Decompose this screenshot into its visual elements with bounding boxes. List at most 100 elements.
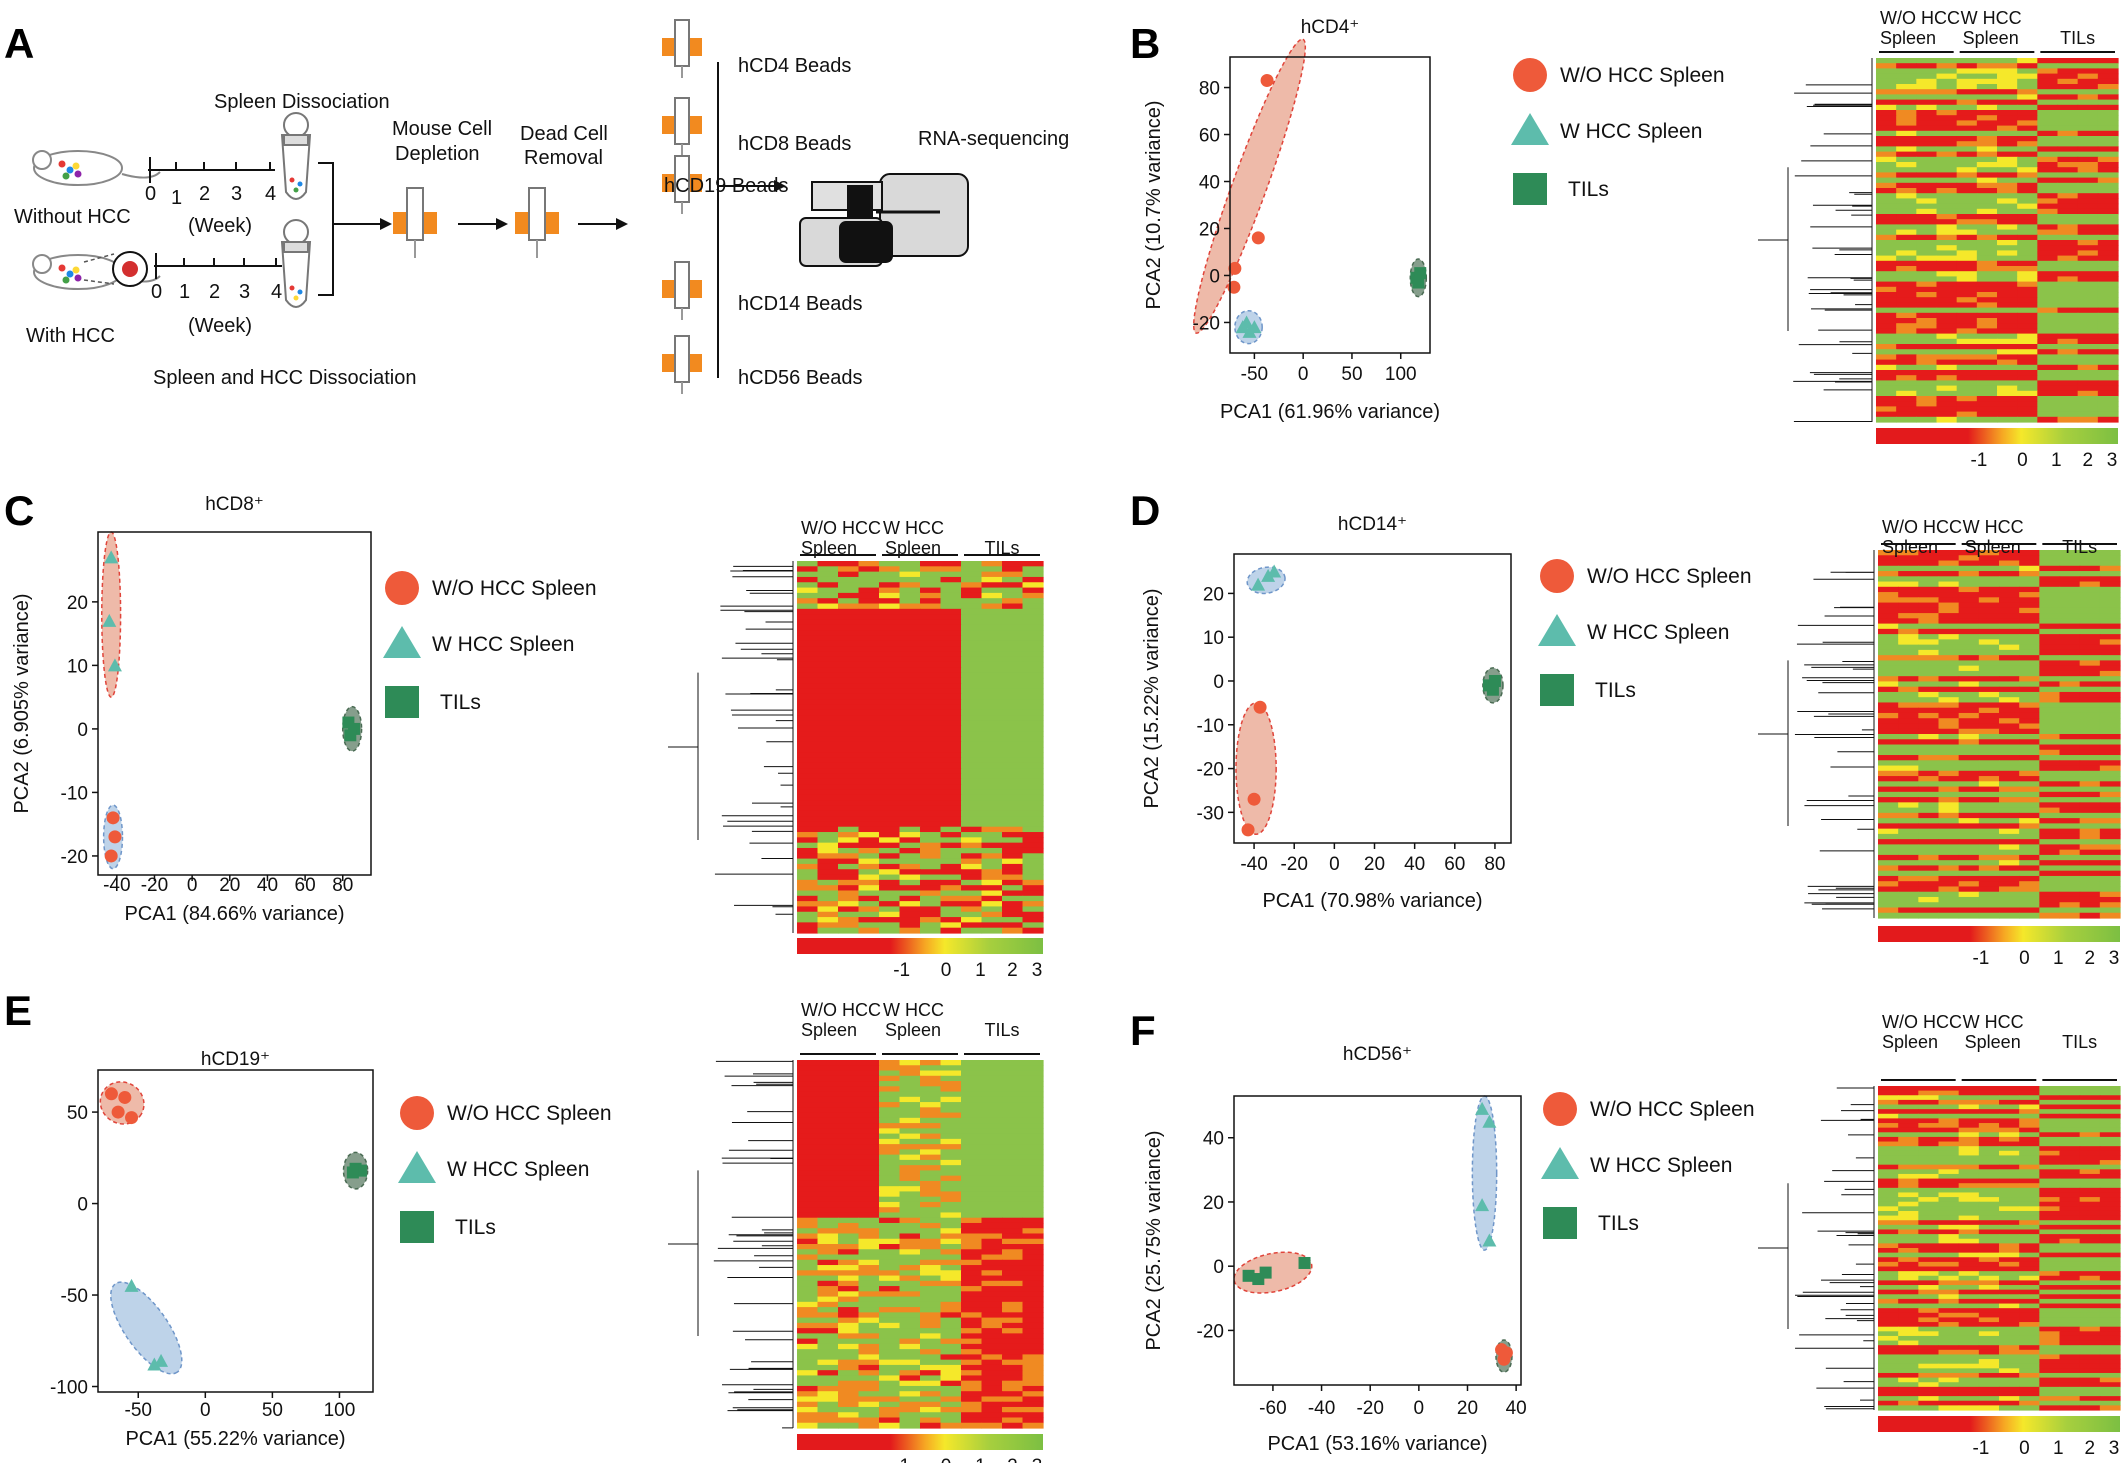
legend-square-icon xyxy=(385,686,419,718)
x-tick-label: -40 xyxy=(1240,854,1267,875)
pca-plot-b: -50 0 50 100 -20 0 20 40 60 80 hCD4⁺ PCA1 (61.96% v… xyxy=(1143,17,1440,423)
y-axis-label: PCA2 (6.905% variance) xyxy=(11,593,33,813)
plot-title: hCD19⁺ xyxy=(201,1049,270,1070)
legend: W/O HCC Spleen W HCC Spleen TILs xyxy=(1511,58,1725,205)
group-label: TILs xyxy=(2060,28,2095,48)
data-point xyxy=(1482,1233,1497,1247)
workflow-diagram: Without HCC With HCC 0 1 2 3 4 (Week) xyxy=(14,19,1069,394)
tick-label: 1 xyxy=(171,187,182,209)
pca-plot-d: -40 -20 0 20 40 60 80 -30 -20 -10 0 10 20 hCD14⁺ PCA1 … xyxy=(1141,514,1512,912)
scale-tick-label: 3 xyxy=(1032,1456,1043,1463)
x-tick-label: 40 xyxy=(1506,1398,1527,1419)
pca-plot-f: -60 -40 -20 0 20 40 -20 0 20 40 hCD56⁺ PCA1 (53.16%… xyxy=(1143,1044,1527,1455)
data-point xyxy=(1247,792,1261,806)
y-tick-label: -10 xyxy=(61,783,88,804)
group-label: W/O HCC xyxy=(801,518,881,538)
panel-letter-a: A xyxy=(4,20,34,67)
data-point xyxy=(111,1105,125,1119)
legend-square-icon xyxy=(1513,173,1547,205)
data-point xyxy=(102,613,117,627)
x-axis-label: PCA1 (55.22% variance) xyxy=(125,1428,345,1450)
y-tick-label: 10 xyxy=(1203,628,1224,649)
column-icon xyxy=(515,187,559,258)
x-tick-label: 60 xyxy=(1444,854,1465,875)
scale-tick-label: -1 xyxy=(893,1456,910,1463)
x-tick-label: 40 xyxy=(1404,854,1425,875)
data-point xyxy=(106,811,120,825)
legend-label: TILs xyxy=(1595,679,1636,702)
bead-column-icon xyxy=(662,335,702,394)
data-point xyxy=(1260,73,1274,87)
tick-label: 3 xyxy=(231,183,242,205)
scale-tick-label: 0 xyxy=(2019,948,2030,969)
group-label: W/O HCC xyxy=(801,1000,881,1020)
with-hcc-label: With HCC xyxy=(26,325,115,347)
group-label: Spleen xyxy=(1963,28,2019,48)
dendrogram xyxy=(668,561,794,933)
legend-triangle-icon xyxy=(1538,614,1576,646)
scale-tick-label: 1 xyxy=(2051,450,2062,471)
dendrogram xyxy=(668,1060,794,1429)
group-label: W HCC xyxy=(1963,517,2024,537)
legend-circle-icon xyxy=(1540,559,1574,593)
scale-tick-label: 2 xyxy=(2085,1438,2096,1459)
data-point xyxy=(1497,1352,1511,1366)
y-tick-label: 40 xyxy=(1203,1129,1224,1150)
legend-label: W/O HCC Spleen xyxy=(1587,565,1752,588)
x-tick-label: -20 xyxy=(1280,854,1307,875)
tick-label: 0 xyxy=(145,183,156,205)
sequencer-icon xyxy=(799,173,969,267)
x-axis-label: PCA1 (61.96% variance) xyxy=(1220,401,1440,423)
x-tick-label: 0 xyxy=(1414,1398,1425,1419)
group-ellipse xyxy=(1192,38,1307,334)
legend: W/O HCC Spleen W HCC Spleen TILs xyxy=(1541,1092,1755,1239)
panel-letter-c: C xyxy=(4,487,34,534)
scale-tick-label: 1 xyxy=(975,960,986,981)
y-tick-label: -20 xyxy=(1193,313,1220,334)
y-tick-label: 20 xyxy=(1199,219,1220,240)
data-point xyxy=(1486,683,1499,696)
legend-label: TILs xyxy=(455,1216,496,1239)
legend-label: W HCC Spleen xyxy=(432,633,574,656)
week-label: (Week) xyxy=(188,215,252,237)
group-label: Spleen xyxy=(885,538,941,558)
legend-circle-icon xyxy=(385,571,419,605)
y-tick-label: -10 xyxy=(1197,716,1224,737)
scale-tick-label: 2 xyxy=(2085,948,2096,969)
tube-icon xyxy=(280,112,312,200)
without-hcc-label: Without HCC xyxy=(14,206,131,228)
y-axis-label: PCA2 (25.75% variance) xyxy=(1143,1130,1165,1350)
mouse-depletion-label: Depletion xyxy=(395,143,480,165)
plot-title: hCD56⁺ xyxy=(1343,1044,1412,1065)
x-tick-label: 0 xyxy=(1329,854,1340,875)
data-point xyxy=(104,550,119,564)
data-point xyxy=(1259,1266,1272,1279)
data-point xyxy=(125,1111,139,1125)
x-tick-label: 60 xyxy=(295,875,316,896)
scale-tick-label: 0 xyxy=(941,960,952,981)
x-axis-label: PCA1 (53.16% variance) xyxy=(1267,1433,1487,1455)
scale-tick-label: 0 xyxy=(2017,450,2028,471)
scale-tick-label: 1 xyxy=(2053,1438,2064,1459)
scale-tick-label: 0 xyxy=(2019,1438,2030,1459)
group-label: Spleen xyxy=(1965,537,2021,557)
data-point xyxy=(1251,577,1266,591)
legend-label: W HCC Spleen xyxy=(447,1158,589,1181)
y-tick-label: -30 xyxy=(1197,803,1224,824)
x-tick-label: 20 xyxy=(1457,1398,1478,1419)
group-ellipse xyxy=(1235,702,1277,835)
dendrogram xyxy=(1758,58,1873,422)
y-tick-label: 50 xyxy=(67,1103,88,1124)
legend-label: W HCC Spleen xyxy=(1587,621,1729,644)
scale-tick-label: 1 xyxy=(2053,948,2064,969)
data-point xyxy=(346,1166,359,1179)
x-tick-label: 50 xyxy=(1341,364,1362,385)
panel-letter-e: E xyxy=(4,987,32,1034)
data-point xyxy=(1298,1256,1311,1269)
